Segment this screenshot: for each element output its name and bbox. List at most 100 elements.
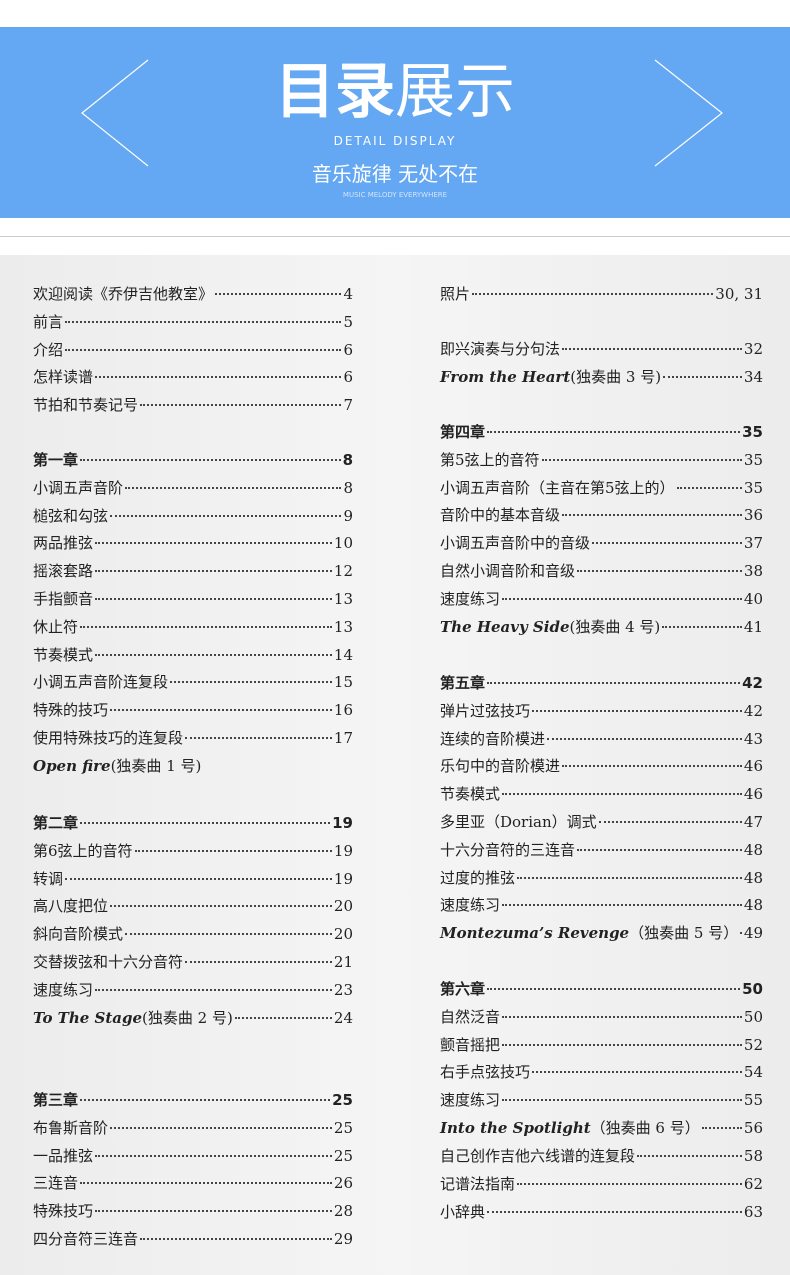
entry-title: 前言 — [33, 311, 63, 332]
chapter-heading: 第三章 25 — [33, 1089, 353, 1111]
entry-title-en: Montezuma’s Revenge — [440, 924, 630, 943]
toc-entry: 第6弦上的音符 19 — [33, 840, 353, 862]
toc-entry: 速度练习 48 — [440, 894, 763, 916]
entry-title-text: 过度的推弦 — [440, 868, 516, 887]
page-number: 50 — [742, 980, 763, 998]
page-number: 19 — [332, 814, 353, 832]
leader — [170, 681, 332, 684]
entry-title-text: 转调 — [33, 869, 64, 888]
page-number: 10 — [333, 534, 353, 553]
leader — [140, 404, 342, 407]
page-number: 32 — [743, 340, 763, 358]
entry-title-text: 自然泛音 — [440, 1007, 501, 1026]
toc-entry: 怎样读谱 6 — [33, 366, 353, 388]
entry-title: 一品推弦 — [33, 1145, 93, 1166]
leader — [80, 459, 341, 461]
leader — [95, 1154, 332, 1157]
subtitle-en: DETAIL DISPLAY — [333, 134, 457, 148]
entry-title: 小调五声音阶（主音在第5弦上的） — [440, 477, 675, 498]
page-number: 14 — [333, 645, 353, 664]
toc-entry: 节拍和节奏记号 7 — [33, 394, 353, 416]
entry-title-text: 第六章 — [440, 980, 486, 998]
toc-entry: 四分音符三连音 29 — [33, 1228, 353, 1250]
entry-title-text: 休止符 — [33, 617, 79, 636]
page-number: 25 — [333, 1146, 353, 1165]
chapter-heading: 第一章 8 — [33, 449, 353, 471]
entry-title: 右手点弦技巧 — [440, 1061, 530, 1082]
entry-title-text: 节奏模式 — [440, 785, 501, 804]
leader — [487, 988, 741, 990]
toc-entry: 照片 30, 31 — [440, 283, 763, 305]
page-number: 12 — [333, 562, 353, 581]
page-number: 25 — [332, 1091, 353, 1109]
toc-entry: 转调 19 — [33, 868, 353, 890]
entry-title: 过度的推弦 — [440, 867, 515, 888]
toc-entry: 摇滚套路 12 — [33, 560, 353, 582]
entry-title-text: 前言 — [33, 312, 64, 331]
entry-title-text: (独奏曲 3 号) — [570, 367, 662, 386]
toc-entry: 特殊技巧 28 — [33, 1200, 353, 1222]
entry-title: 节奏模式 — [33, 644, 93, 665]
toc-entry: 记谱法指南 62 — [440, 1173, 763, 1195]
entry-title: 自然小调音阶和音级 — [440, 560, 575, 581]
page-number: 30, 31 — [715, 285, 763, 303]
entry-title: 休止符 — [33, 616, 78, 637]
entry-title: 自己创作吉他六线谱的连复段 — [440, 1145, 635, 1166]
entry-title-text: 第五章 — [440, 674, 486, 692]
page-number: 6 — [343, 340, 353, 359]
page-number: 41 — [743, 617, 763, 636]
leader — [592, 542, 742, 545]
leader — [740, 932, 742, 935]
page-number: 9 — [343, 506, 353, 525]
toc-entry: 手指颤音 13 — [33, 588, 353, 610]
entry-title: 照片 — [440, 283, 470, 304]
entry-title-text: (独奏曲 1 号) — [110, 756, 202, 775]
entry-title-text: 槌弦和勾弦 — [33, 506, 109, 525]
toc-entry: 即兴演奏与分句法 32 — [440, 338, 763, 360]
entry-title: 十六分音符的三连音 — [440, 839, 575, 860]
toc-entry: 自然泛音 50 — [440, 1006, 763, 1028]
toc-entry: 小调五声音阶（主音在第5弦上的） 35 — [440, 477, 763, 499]
toc-entry: 自然小调音阶和音级 38 — [440, 560, 763, 582]
entry-title: 多里亚（Dorian）调式 — [440, 811, 597, 832]
leader — [517, 876, 742, 879]
chapter-heading: 第六章 50 — [440, 978, 763, 1000]
toc-entry: Open fire(独奏曲 1 号) — [33, 755, 353, 777]
page-number: 20 — [333, 897, 353, 916]
page-number: 48 — [743, 840, 763, 859]
divider — [0, 236, 790, 237]
entry-title-text: 小辞典 — [440, 1202, 486, 1221]
leader — [547, 737, 742, 740]
entry-title: 第六章 — [440, 978, 485, 999]
leader — [662, 625, 742, 628]
leader — [95, 542, 332, 545]
toc-entry: 休止符 13 — [33, 616, 353, 638]
page-number: 20 — [333, 925, 353, 944]
entry-title-text: 颤音摇把 — [440, 1035, 501, 1054]
toc-entry: 自己创作吉他六线谱的连复段 58 — [440, 1145, 763, 1167]
entry-title: 两品推弦 — [33, 532, 93, 553]
toc-entry: 过度的推弦 48 — [440, 867, 763, 889]
leader — [140, 1238, 332, 1240]
page-number: 46 — [743, 785, 763, 804]
leader — [185, 737, 332, 739]
leader — [125, 933, 332, 936]
leader — [577, 570, 742, 572]
page-number: 42 — [743, 701, 763, 720]
entry-title-text: 手指颤音 — [33, 590, 94, 608]
toc-entry: From the Heart(独奏曲 3 号) 34 — [440, 366, 763, 388]
title-light: 展示 — [395, 57, 515, 127]
entry-title-text: 两品推弦 — [33, 534, 94, 553]
toc-entry: 第5弦上的音符 35 — [440, 449, 763, 471]
entry-title: 第6弦上的音符 — [33, 840, 133, 861]
entry-title: 使用特殊技巧的连复段 — [33, 727, 183, 748]
entry-title-text: 节拍和节奏记号 — [33, 396, 139, 415]
page-number: 48 — [743, 868, 763, 887]
chapter-heading: 第四章 35 — [440, 421, 763, 443]
leader — [541, 458, 742, 461]
entry-title-text: 连续的音阶模进 — [440, 729, 546, 748]
toc-entry: 前言 5 — [33, 311, 353, 333]
entry-title: 弹片过弦技巧 — [440, 700, 530, 721]
leader — [562, 514, 742, 517]
entry-title-text: （独奏曲 6 号） — [590, 1119, 700, 1137]
